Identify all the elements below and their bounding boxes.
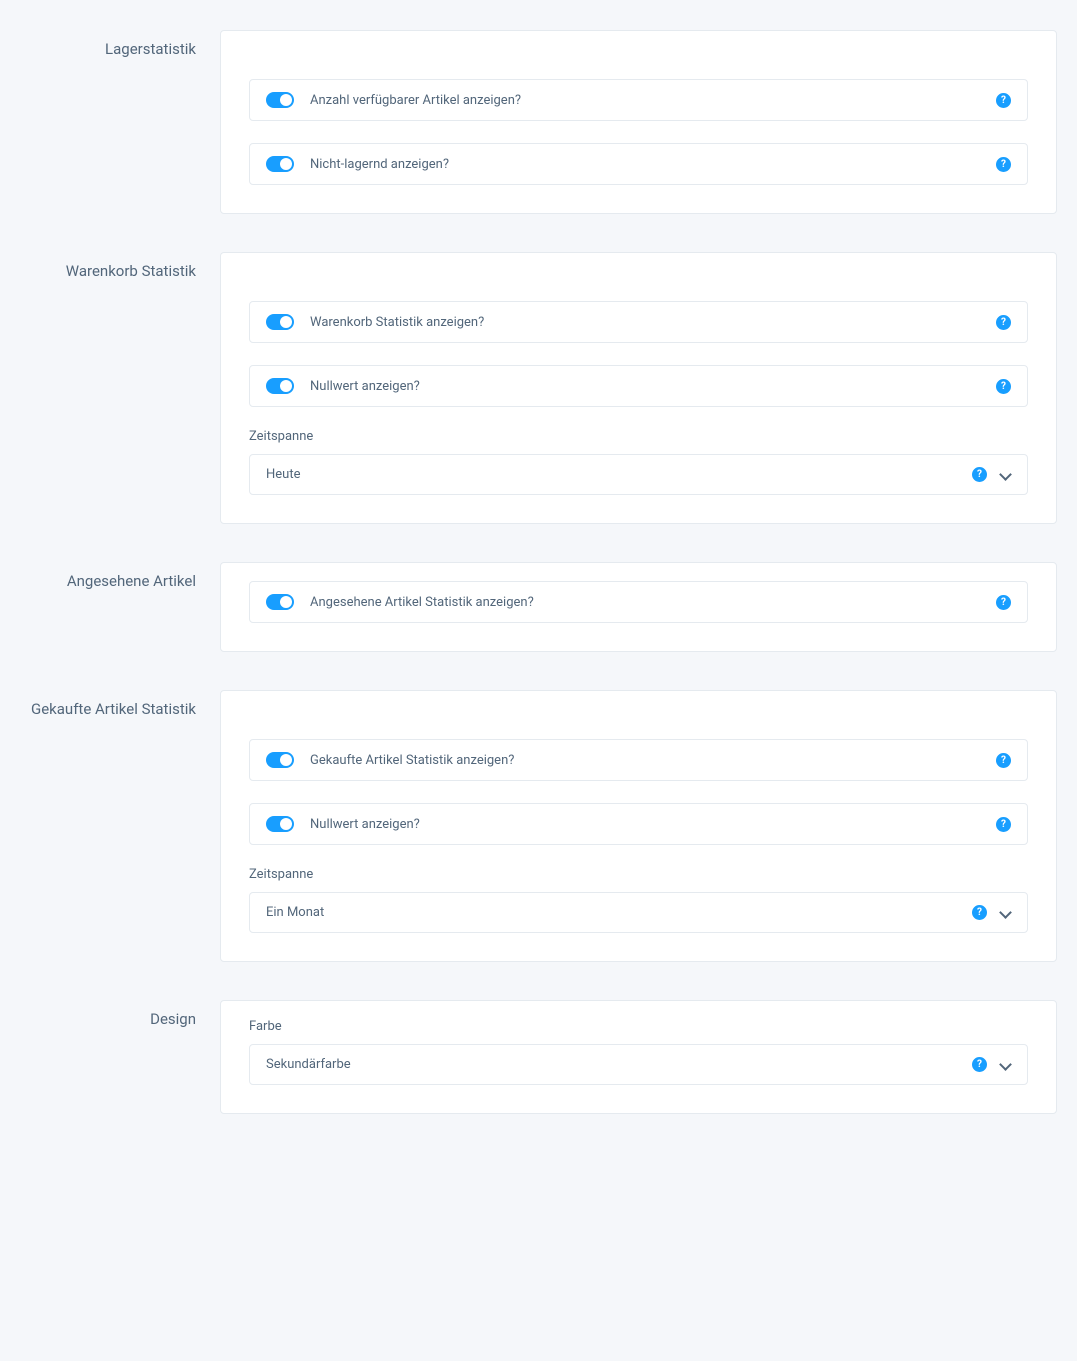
help-icon[interactable]: ? [972,467,987,482]
chevron-down-icon [999,1059,1011,1071]
toggle-show-viewed-stats: Angesehene Artikel Statistik anzeigen? ? [249,581,1028,623]
section-gekaufte: Gekaufte Artikel Statistik Gekaufte Arti… [20,690,1057,962]
field-label: Zeitspanne [249,429,1028,444]
toggle-show-cart-stats: Warenkorb Statistik anzeigen? ? [249,301,1028,343]
select-value: Ein Monat [266,905,972,920]
chevron-down-icon [999,469,1011,481]
section-panel: Warenkorb Statistik anzeigen? ? Nullwert… [220,252,1057,524]
toggle-label: Anzahl verfügbarer Artikel anzeigen? [310,93,996,108]
section-title: Warenkorb Statistik [20,252,220,524]
section-title: Lagerstatistik [20,30,220,214]
toggle-switch[interactable] [266,156,294,172]
settings-container: Lagerstatistik Anzahl verfügbarer Artike… [0,30,1077,1114]
select-zeitspanne[interactable]: Ein Monat ? [249,892,1028,933]
toggle-show-zero: Nullwert anzeigen? ? [249,803,1028,845]
section-panel: Gekaufte Artikel Statistik anzeigen? ? N… [220,690,1057,962]
toggle-label: Gekaufte Artikel Statistik anzeigen? [310,753,996,768]
chevron-down-icon [999,907,1011,919]
field-zeitspanne: Zeitspanne Ein Monat ? [249,867,1028,933]
toggle-label: Angesehene Artikel Statistik anzeigen? [310,595,996,610]
toggle-switch[interactable] [266,816,294,832]
toggle-available-count: Anzahl verfügbarer Artikel anzeigen? ? [249,79,1028,121]
section-title: Gekaufte Artikel Statistik [20,690,220,962]
toggle-switch[interactable] [266,378,294,394]
section-design: Design Farbe Sekundärfarbe ? [20,1000,1057,1114]
help-icon[interactable]: ? [972,1057,987,1072]
select-zeitspanne[interactable]: Heute ? [249,454,1028,495]
section-warenkorb: Warenkorb Statistik Warenkorb Statistik … [20,252,1057,524]
help-icon[interactable]: ? [996,379,1011,394]
toggle-show-purchased-stats: Gekaufte Artikel Statistik anzeigen? ? [249,739,1028,781]
section-panel: Angesehene Artikel Statistik anzeigen? ? [220,562,1057,652]
select-value: Sekundärfarbe [266,1057,972,1072]
section-lagerstatistik: Lagerstatistik Anzahl verfügbarer Artike… [20,30,1057,214]
toggle-label: Warenkorb Statistik anzeigen? [310,315,996,330]
toggle-not-in-stock: Nicht-lagernd anzeigen? ? [249,143,1028,185]
toggle-label: Nicht-lagernd anzeigen? [310,157,996,172]
section-angesehene: Angesehene Artikel Angesehene Artikel St… [20,562,1057,652]
section-title: Angesehene Artikel [20,562,220,652]
help-icon[interactable]: ? [996,93,1011,108]
select-farbe[interactable]: Sekundärfarbe ? [249,1044,1028,1085]
toggle-show-zero: Nullwert anzeigen? ? [249,365,1028,407]
field-zeitspanne: Zeitspanne Heute ? [249,429,1028,495]
toggle-switch[interactable] [266,752,294,768]
field-label: Farbe [249,1019,1028,1034]
section-panel: Farbe Sekundärfarbe ? [220,1000,1057,1114]
help-icon[interactable]: ? [972,905,987,920]
section-panel: Anzahl verfügbarer Artikel anzeigen? ? N… [220,30,1057,214]
help-icon[interactable]: ? [996,157,1011,172]
toggle-switch[interactable] [266,594,294,610]
field-farbe: Farbe Sekundärfarbe ? [249,1019,1028,1085]
help-icon[interactable]: ? [996,595,1011,610]
help-icon[interactable]: ? [996,315,1011,330]
section-title: Design [20,1000,220,1114]
toggle-switch[interactable] [266,92,294,108]
help-icon[interactable]: ? [996,753,1011,768]
select-value: Heute [266,467,972,482]
toggle-switch[interactable] [266,314,294,330]
toggle-label: Nullwert anzeigen? [310,379,996,394]
toggle-label: Nullwert anzeigen? [310,817,996,832]
help-icon[interactable]: ? [996,817,1011,832]
field-label: Zeitspanne [249,867,1028,882]
